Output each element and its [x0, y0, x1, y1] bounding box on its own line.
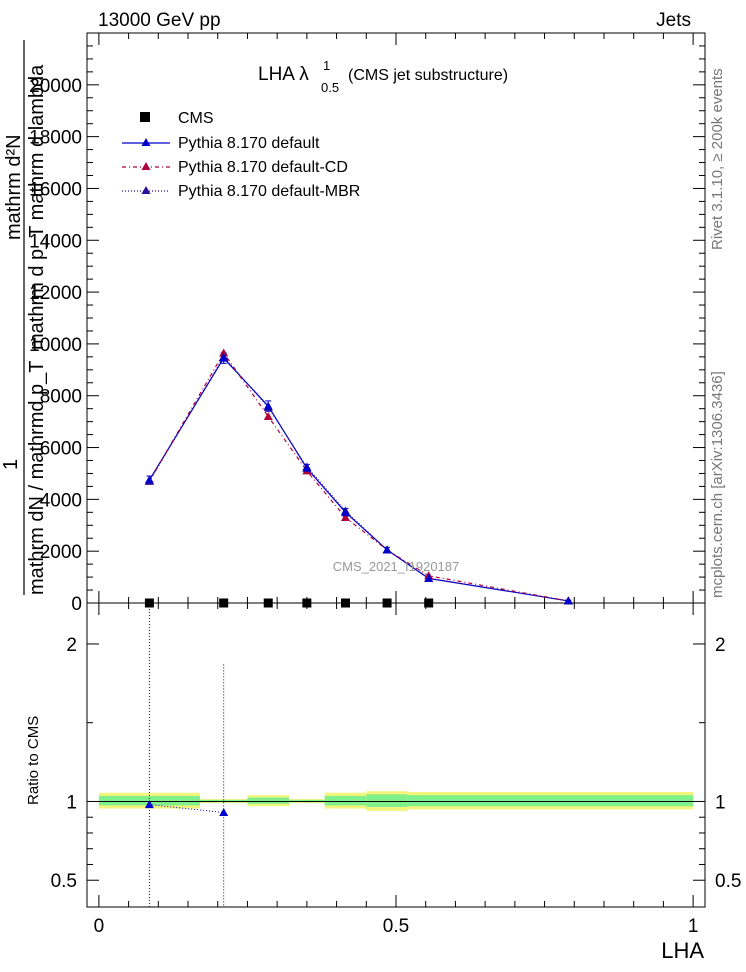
- chart-title-sup: 1: [323, 58, 330, 73]
- marker-cms: [219, 598, 229, 608]
- analysis-watermark: CMS_2021_I1920187: [333, 559, 460, 574]
- marker-default: [382, 545, 392, 554]
- y-tick-label: 4000: [40, 490, 82, 511]
- ratio-y-tick-label-right: 0.5: [715, 871, 741, 892]
- chart-title-sub: 0.5: [321, 80, 339, 95]
- legend-mbr-label: Pythia 8.170 default-MBR: [178, 183, 360, 200]
- ratio-y-tick-label: 1: [66, 792, 77, 813]
- y-tick-label: 12000: [29, 283, 82, 304]
- band-inner: [407, 795, 694, 807]
- main-y-axis-label: mathrm d²N mathrm d p_T mathrm d lambda …: [0, 40, 48, 595]
- legend-default-marker: [141, 138, 151, 146]
- legend-cms-marker: [140, 112, 150, 122]
- marker-default: [144, 475, 154, 484]
- marker-cms: [382, 598, 392, 608]
- marker-default: [302, 463, 312, 472]
- y-tick-label: 16000: [29, 179, 82, 200]
- y-tick-label: 0: [71, 594, 82, 615]
- ratio-axis-ticks: 0.5 0.5 1 1 2 2 0 0.5 1: [51, 603, 741, 937]
- legend-cd-label: Pythia 8.170 default-CD: [178, 159, 348, 176]
- x-tick-label: 1: [688, 916, 699, 937]
- marker-cms: [263, 598, 273, 608]
- x-axis-label: LHA: [661, 938, 704, 963]
- x-tick-label: 0.5: [383, 916, 409, 937]
- ratio-uncertainty-bands: [98, 791, 694, 811]
- y-label-top-line-1: mathrm d²N: [3, 134, 25, 240]
- marker-cms: [340, 598, 350, 608]
- marker-cms: [424, 598, 434, 608]
- y-label-top-line-2: mathrm d p_T mathrm d lambda: [26, 64, 48, 350]
- energy-label: 13000 GeV pp: [98, 10, 221, 31]
- marker-default: [219, 353, 229, 362]
- y-tick-label: 20000: [29, 76, 82, 97]
- y-label-one: 1: [0, 459, 22, 470]
- y-tick-label: 14000: [29, 231, 82, 252]
- band-inner: [324, 795, 367, 806]
- legend-mbr-marker: [141, 186, 151, 194]
- ratio-y-tick-label-right: 1: [715, 792, 726, 813]
- ratio-line-default: [149, 804, 224, 813]
- marker-cd: [263, 411, 273, 420]
- legend: CMS Pythia 8.170 default Pythia 8.170 de…: [122, 110, 360, 200]
- main-x-ticks: [98, 33, 694, 603]
- category-label: Jets: [656, 10, 691, 31]
- marker-cd: [340, 513, 350, 521]
- band-inner: [247, 797, 290, 804]
- marker-default: [424, 573, 434, 582]
- ratio-series-layer: [144, 603, 229, 907]
- y-tick-label: 8000: [40, 387, 82, 408]
- ratio-marker-default: [144, 800, 154, 809]
- legend-default-label: Pythia 8.170 default: [178, 135, 320, 152]
- chart-title-note: (CMS jet substructure): [348, 67, 508, 84]
- chart-title-main: LHA λ: [258, 64, 309, 85]
- ratio-marker-default: [219, 807, 229, 816]
- x-tick-label: 0: [94, 916, 105, 937]
- marker-default: [563, 596, 573, 605]
- y-tick-label: 2000: [40, 542, 82, 563]
- legend-cms-label: CMS: [178, 110, 214, 127]
- ratio-y-tick-label: 0.5: [51, 871, 77, 892]
- y-tick-label: 6000: [40, 439, 82, 460]
- ratio-y-axis-label: Ratio to CMS: [25, 716, 42, 805]
- marker-default: [340, 507, 350, 516]
- chart-title: LHA λ 1 0.5 (CMS jet substructure): [258, 58, 508, 95]
- y-tick-label: 10000: [29, 335, 82, 356]
- ratio-y-tick-label: 2: [66, 635, 77, 656]
- series-line-mbr: [148, 355, 569, 602]
- series-line-cd: [148, 351, 569, 602]
- main-y-ticks: 0 2000 4000 6000 8000 10000 12000 14000 16000 180…: [29, 45, 705, 615]
- y-tick-label: 18000: [29, 128, 82, 149]
- marker-default: [263, 401, 273, 410]
- source-label: mcplots.cern.ch [arXiv:1306.3436]: [709, 371, 726, 598]
- band-inner: [366, 794, 408, 807]
- ratio-plot-frame: [86, 602, 706, 908]
- rivet-version-label: Rivet 3.1.10, ≥ 200k events: [709, 68, 726, 250]
- ratio-y-tick-label-right: 2: [715, 635, 726, 656]
- legend-cd-marker: [141, 162, 151, 170]
- y-label-bottom-line: mathrm dN / mathrmd p_T: [26, 360, 48, 595]
